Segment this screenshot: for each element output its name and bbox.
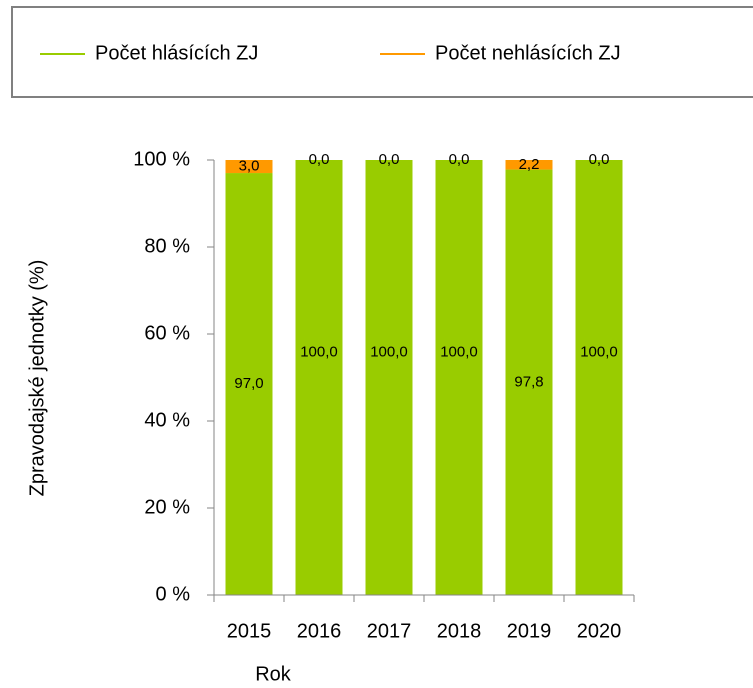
y-tick-label: 20 % — [144, 496, 190, 518]
data-label: 100,0 — [300, 343, 338, 360]
data-label: 97,0 — [234, 375, 263, 392]
x-tick-label: 2015 — [227, 620, 272, 642]
bar-segment — [295, 160, 343, 595]
legend-label: Počet nehlásících ZJ — [435, 42, 621, 64]
data-label: 100,0 — [440, 343, 478, 360]
bar-segment — [225, 173, 273, 596]
data-label: 2,2 — [519, 156, 540, 173]
y-tick-label: 60 % — [144, 322, 190, 344]
x-tick-label: 2017 — [367, 620, 412, 642]
x-tick-label: 2018 — [437, 620, 482, 642]
data-label: 3,0 — [239, 157, 260, 174]
data-label: 97,8 — [514, 373, 543, 390]
data-label: 0,0 — [589, 151, 610, 168]
bar-segment — [505, 169, 553, 595]
data-label: 0,0 — [309, 151, 330, 168]
bar-segment — [225, 160, 273, 174]
x-tick-label: 2020 — [577, 620, 622, 642]
bar-segment — [365, 160, 413, 595]
data-label: 0,0 — [379, 151, 400, 168]
data-label: 0,0 — [449, 151, 470, 168]
bar-segment — [435, 160, 483, 595]
bar-segment — [505, 160, 553, 170]
y-axis-title: Zpravodajské jednotky (%) — [26, 260, 48, 497]
y-tick-label: 100 % — [133, 148, 190, 170]
bar-segment — [575, 160, 623, 595]
data-label: 100,0 — [370, 343, 408, 360]
data-label: 100,0 — [580, 343, 618, 360]
x-tick-label: 2019 — [507, 620, 552, 642]
legend-label: Počet hlásících ZJ — [95, 42, 258, 64]
y-tick-label: 0 % — [156, 583, 191, 605]
x-axis-title: Rok — [255, 663, 292, 685]
y-tick-label: 40 % — [144, 409, 190, 431]
legend-box — [11, 6, 753, 98]
y-tick-label: 80 % — [144, 235, 190, 257]
x-tick-label: 2016 — [297, 620, 342, 642]
